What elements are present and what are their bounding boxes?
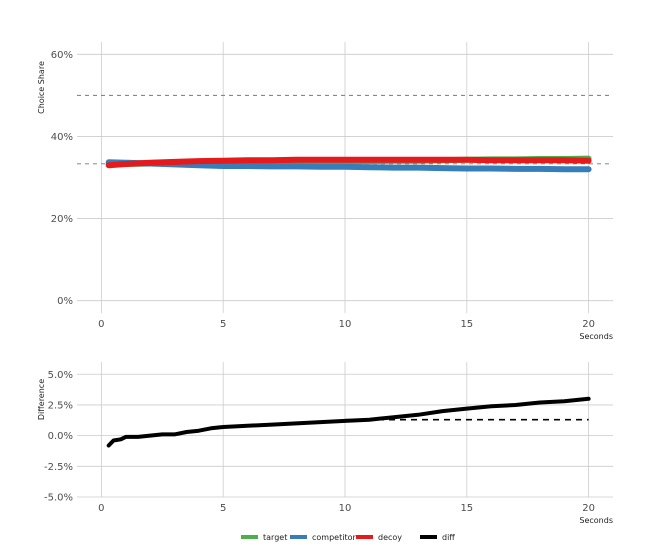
series-line-competitor	[105, 159, 592, 173]
legend: target competitor decoy diff	[241, 533, 455, 542]
top-y-tick-label: 0%	[57, 296, 73, 307]
bottom-x-tick-label: 0	[98, 503, 104, 514]
bottom-x-tick-label: 10	[339, 503, 352, 514]
legend-label-decoy: decoy	[378, 533, 402, 542]
bottom-y-tick-label: 5.0%	[48, 370, 73, 381]
series-line-diff	[106, 396, 591, 448]
bottom-x-tick-label: 5	[220, 503, 226, 514]
bottom-x-tick-label: 15	[460, 503, 473, 514]
top-x-tick-label: 0	[98, 319, 104, 330]
bottom-x-axis-title: Seconds	[579, 516, 613, 525]
bottom-x-tick-label: 20	[582, 503, 595, 514]
top-x-tick-label: 20	[582, 319, 595, 330]
top-x-tick-label: 10	[339, 319, 352, 330]
legend-label-diff: diff	[442, 533, 455, 542]
difference-panel: -5.0% -2.5% 0.0% 2.5% 5.0% 0 5 10 15 20 Seconds Dif…	[37, 362, 613, 525]
bottom-y-tick-label: -2.5%	[44, 462, 73, 473]
top-y-tick-label: 60%	[51, 50, 73, 61]
top-y-axis-title: Choice Share	[37, 61, 46, 114]
bottom-y-tick-label: -5.0%	[44, 493, 73, 504]
top-y-tick-label: 20%	[51, 214, 73, 225]
bottom-y-tick-label: 0.0%	[48, 431, 73, 442]
top-x-tick-label: 15	[460, 319, 473, 330]
top-x-axis-title: Seconds	[579, 332, 613, 341]
legend-label-competitor: competitor	[312, 533, 356, 542]
series-line-decoy	[105, 156, 592, 169]
top-x-tick-label: 5	[220, 319, 226, 330]
legend-label-target: target	[263, 533, 287, 542]
top-y-tick-label: 40%	[51, 132, 73, 143]
bottom-y-tick-label: 2.5%	[48, 400, 73, 411]
bottom-y-axis-title: Difference	[37, 379, 46, 420]
choice-share-panel: 0% 20% 40% 60% 0 5 10 15 20 Seconds Choice Share	[37, 42, 613, 341]
